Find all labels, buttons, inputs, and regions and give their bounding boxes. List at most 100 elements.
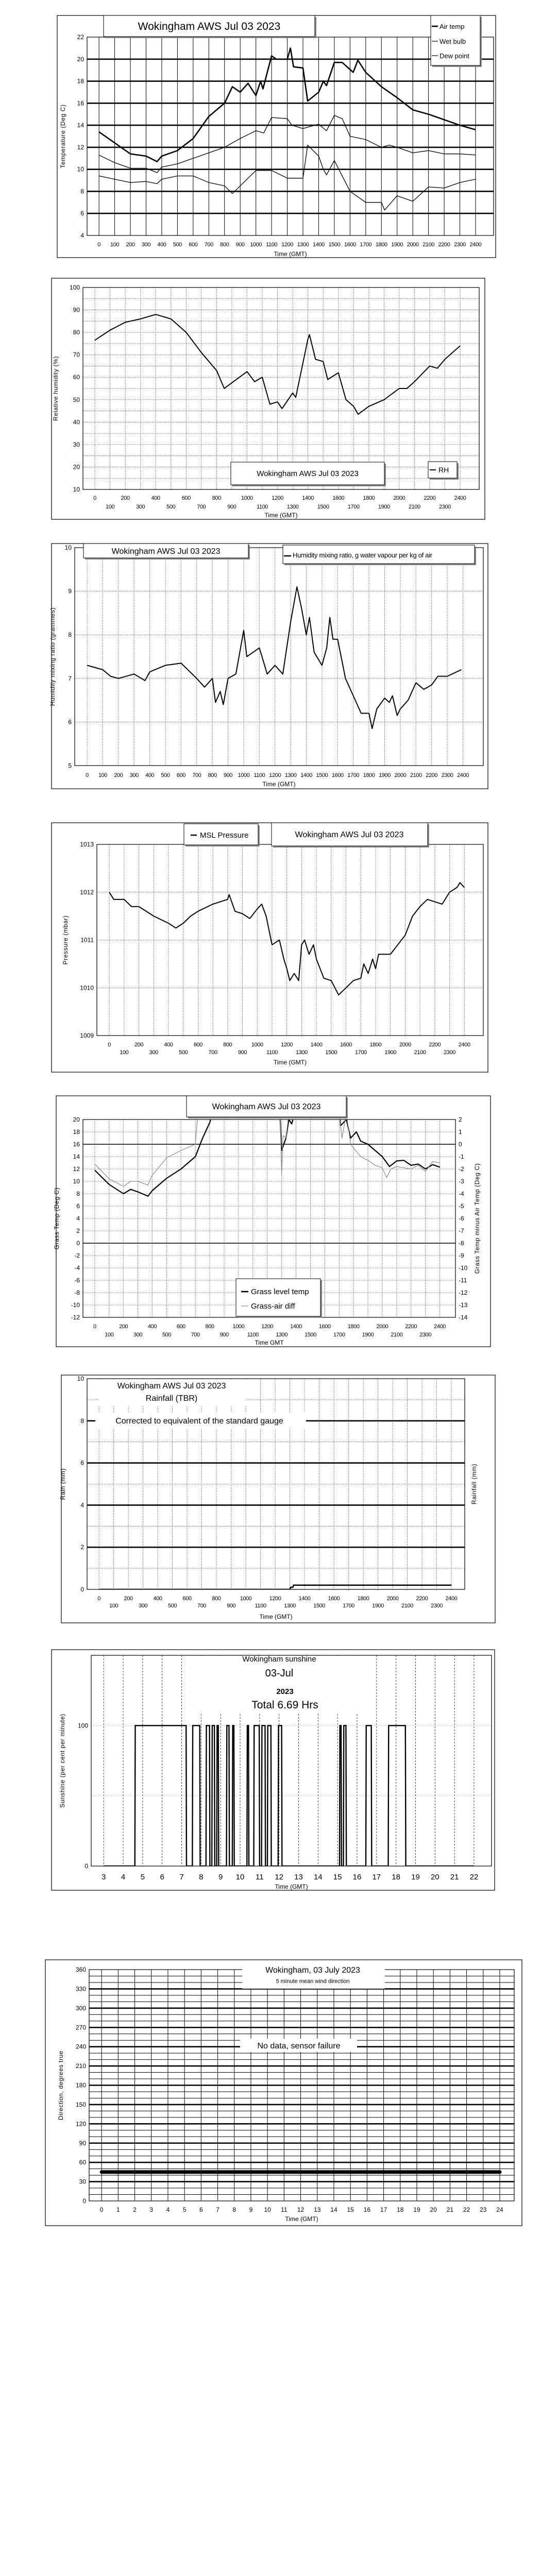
x-tick-label: 1700 [348, 504, 360, 510]
x-tick-label: 1200 [281, 242, 293, 248]
x-tick-label: 1700 [347, 772, 359, 778]
x-tick-label: 500 [162, 1332, 171, 1338]
chart-title: Wokingham AWS Jul 03 2023 [112, 547, 221, 556]
annotation-box [95, 1412, 306, 1429]
x-tick-label: 8 [199, 1873, 203, 1882]
rainfall-chart: 0100200300400500600700800900100011001200… [59, 1375, 496, 1623]
x-tick-label: 900 [238, 1049, 247, 1056]
y-tick-labels: 1009 1010 1011 1012 1013 [80, 841, 94, 1039]
x-tick-label: 600 [183, 1596, 192, 1602]
y-tick-label: 14 [77, 122, 84, 129]
y2-tick-label: -13 [459, 1301, 468, 1309]
x-tick-label: 600 [177, 1324, 185, 1330]
y-tick-label: 6 [80, 1460, 84, 1467]
x-tick-label: 4 [121, 1873, 125, 1882]
series-line-wet-bulb [98, 115, 476, 173]
x-tick-label: 100 [106, 504, 114, 510]
legend-label: Humidity mixing ratio, g water vapour pe… [293, 551, 433, 559]
y-tick-label: 70 [73, 351, 80, 359]
plot-area [74, 547, 484, 766]
sunshine-total: Total 6.69 Hrs [251, 1699, 318, 1711]
x-tick-label: 1600 [332, 772, 344, 778]
x-tick-label: 14 [330, 2206, 337, 2213]
title-box [186, 1095, 347, 1117]
plot-area [87, 1378, 465, 1590]
x-tick-label: 1700 [355, 1049, 367, 1056]
x-tick-label: 1100 [247, 1332, 259, 1338]
x-tick-label: 400 [164, 1042, 173, 1048]
x-axis-label: Time (GMT) [264, 512, 297, 519]
y-tick-labels: 10 20 30 40 50 60 70 80 90 100 [70, 284, 80, 493]
x-tick-label: 700 [192, 772, 201, 778]
grass-temp-chart: 0100200300400500600700800900100011001200… [53, 1095, 491, 1347]
y2-axis-label: Rainfall (mm) [470, 1464, 478, 1504]
x-tick-label: 600 [177, 772, 185, 778]
y-tick-labels: 0 2 4 6 8 10 [77, 1375, 84, 1593]
y-tick-label: 0 [80, 1586, 84, 1593]
series-layer [104, 1725, 474, 1866]
chart-year: 2023 [276, 1687, 293, 1696]
y-tick-label: 6 [76, 1202, 80, 1210]
x-tick-label: 17 [372, 1873, 381, 1882]
x-tick-label: 7 [216, 2206, 219, 2213]
y2-tick-label: 1 [459, 1128, 462, 1136]
series-layer [94, 314, 461, 415]
chart-frame [51, 822, 488, 1073]
x-tick-label: 2300 [444, 1049, 455, 1056]
legend-box [235, 1278, 321, 1317]
y-tick-label: 100 [70, 284, 80, 291]
y-tick-label: 30 [73, 441, 80, 448]
mixing-ratio-chart: 0 100 200 300 400 500 600 700 800 900 1000 1100 1200… [49, 543, 488, 789]
x-axis-label: Time (GMT) [259, 1613, 292, 1620]
x-tick-label: 400 [154, 1596, 162, 1602]
x-tick-label: 2400 [454, 495, 466, 501]
y-tick-label: 90 [79, 2140, 87, 2147]
chart-title: Wokingham sunshine [242, 1655, 316, 1664]
x-tick-label: 20 [430, 2206, 437, 2213]
x-tick-label: 1000 [241, 495, 253, 501]
x-tick-label: 500 [161, 772, 170, 778]
x-tick-label: 800 [212, 495, 221, 501]
y2-axis-label: Grass Temp minus Air Temp (Deg C) [474, 1163, 481, 1274]
gridlines [83, 1120, 455, 1317]
x-tick-label: 22 [470, 1873, 479, 1882]
y-tick-label: 7 [68, 675, 72, 682]
x-tick-label: 700 [191, 1332, 200, 1338]
title-box [242, 1965, 385, 1989]
y-tick-label: 5 [68, 762, 72, 769]
x-tick-label: 1700 [333, 1332, 345, 1338]
y-tick-label: 2 [80, 1544, 84, 1551]
y2-tick-label: -14 [459, 1314, 468, 1321]
x-tick-label: 0 [93, 1324, 96, 1330]
y-tick-label: 12 [73, 1165, 80, 1173]
x-tick-label: 9 [249, 2206, 253, 2213]
x-tick-label: 0 [108, 1042, 111, 1048]
series-line-humidity-mixing-ratio-g-water-vapour-per-kg-of-air [87, 586, 462, 730]
x-tick-label: 1800 [376, 242, 387, 248]
x-tick-label: 900 [227, 1603, 235, 1609]
x-tick-label: 1500 [313, 1603, 325, 1609]
series-layer [99, 1584, 452, 1589]
chart-frame [57, 15, 496, 258]
y-tick-labels: 0 30 60 90 120 150 180 210 240 270 300 330 360 [76, 1966, 86, 2205]
y2-tick-label: -9 [459, 1252, 464, 1259]
gridlines [97, 844, 483, 1036]
x-tick-label: 2300 [419, 1332, 431, 1338]
x-tick-label: 8 [232, 2206, 236, 2213]
x-tick-label: 14 [314, 1873, 323, 1882]
x-tick-label: 800 [208, 772, 217, 778]
x-tick-label: 2400 [457, 772, 469, 778]
x-tick-label: 900 [224, 772, 232, 778]
x-tick-labels: 0 100 200 300 400 500 600 700 800 900 100011001200… [97, 1596, 458, 1609]
x-axis-label: Time (GMT) [274, 250, 307, 258]
x-tick-label: 400 [151, 495, 160, 501]
y-axis-label: Relative humidity (%) [52, 356, 59, 421]
y-tick-label: 40 [73, 418, 80, 426]
x-tick-label: 700 [205, 242, 213, 248]
y-tick-label: -4 [74, 1264, 80, 1272]
legend: MSL Pressure [183, 823, 260, 846]
legend-box [430, 15, 481, 66]
x-tick-label: 2400 [446, 1596, 458, 1602]
x-tick-label: 100 [120, 1049, 128, 1056]
y2-tick-label: -5 [459, 1202, 464, 1210]
